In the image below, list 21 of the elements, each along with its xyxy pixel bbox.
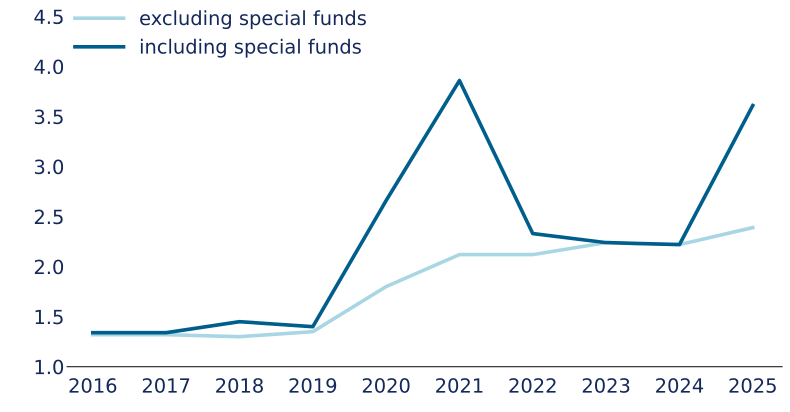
- x-tick-label: 2021: [436, 378, 482, 393]
- legend-label: excluding special funds: [140, 10, 366, 30]
- x-tick-label: 2024: [656, 378, 704, 393]
- x-tick-label: 2019: [289, 378, 336, 393]
- legend-label: including special funds: [140, 38, 361, 58]
- x-tick-label: 2025: [729, 378, 776, 393]
- y-tick-label: 1.5: [36, 310, 63, 324]
- x-tick-label: 2020: [362, 378, 410, 393]
- x-tick-label: 2017: [142, 378, 190, 393]
- y-tick-label: 3.0: [34, 160, 64, 174]
- y-tick-label: 2.5: [34, 210, 63, 224]
- y-tick-label: 2.0: [34, 260, 64, 274]
- y-tick-label: 4.0: [34, 59, 64, 74]
- y-tick-label: 4.5: [34, 10, 63, 24]
- line-series: [91, 78, 755, 334]
- y-tick-label: 3.5: [34, 109, 63, 124]
- x-tick-label: 2023: [582, 378, 630, 393]
- x-tick-label: 2022: [509, 378, 556, 393]
- x-tick-label: 2018: [216, 378, 263, 393]
- x-tick-label: 2016: [69, 378, 116, 393]
- y-tick-label: 1.0: [36, 360, 64, 374]
